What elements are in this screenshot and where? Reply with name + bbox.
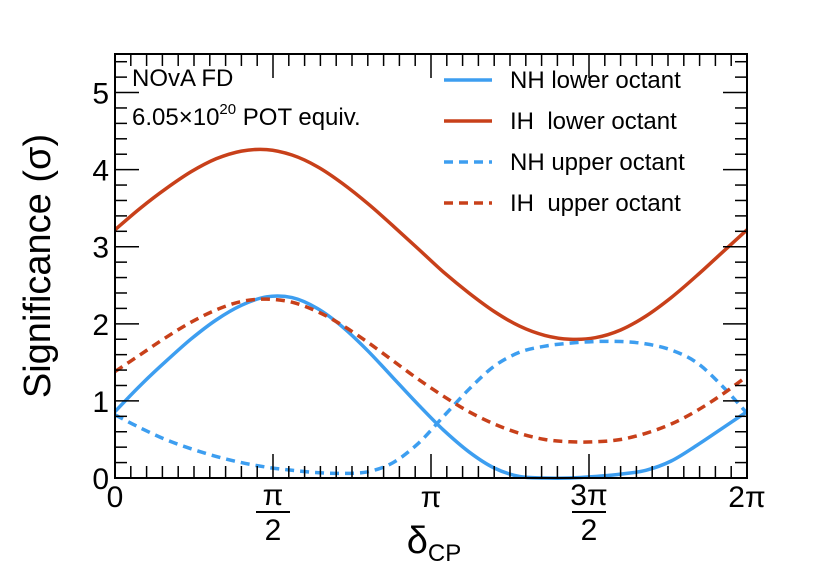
legend-entry: IH upper octant: [444, 190, 681, 217]
y-tick-label: 0: [92, 463, 109, 496]
legend-entry: IH lower octant: [444, 108, 677, 135]
x-tick-label-fraction: 3π2: [570, 479, 607, 547]
legend-label-ih-upper: IH upper octant: [510, 190, 681, 217]
x-tick-label-denominator: 2: [581, 514, 598, 547]
series-line-nh-upper-octant: [114, 339, 749, 476]
legend: NH lower octant IH lower octant NH upper…: [444, 67, 685, 217]
legend-label-ih-lower: IH lower octant: [510, 108, 677, 135]
annotation: NOvA FD 6.05×1020 POT equiv.: [132, 65, 361, 131]
x-axis-label: δCP: [407, 520, 462, 563]
x-tick-label-denominator: 2: [265, 514, 282, 547]
annotation-detector: NOvA FD: [132, 65, 233, 92]
x-axis-label-subscript: CP: [428, 540, 461, 563]
plot-frame: [114, 53, 748, 479]
x-tick-label-numerator: 3π: [570, 479, 607, 512]
legend-entry: NH lower octant: [444, 67, 681, 94]
x-tick-label: π: [421, 481, 442, 514]
legend-label-nh-lower: NH lower octant: [510, 67, 681, 94]
x-tick-label: 0: [107, 481, 124, 514]
annotation-exposure: 6.05×1020 POT equiv.: [132, 101, 361, 131]
series-line-ih-lower-octant: [113, 147, 749, 342]
y-axis-label: Significance (σ): [17, 134, 59, 398]
legend-label-nh-upper: NH upper octant: [510, 149, 685, 176]
y-tick-label: 1: [92, 386, 109, 419]
series-line-nh-lower-octant: [113, 294, 748, 480]
x-axis-label-symbol: δ: [407, 520, 428, 562]
y-tick-label: 4: [92, 155, 109, 188]
legend-entry: NH upper octant: [444, 149, 685, 176]
x-tick-label-fraction: π2: [256, 479, 290, 547]
y-tick-label: 2: [92, 309, 109, 342]
annotation-exposure-exponent: 20: [219, 101, 236, 118]
annotation-exposure-prefix: 6.05×10: [132, 104, 219, 131]
series-line-ih-upper-octant: [114, 297, 749, 444]
y-tick-label: 3: [92, 232, 109, 265]
x-tick-label: 2π: [728, 481, 765, 514]
y-tick-label: 5: [92, 78, 109, 111]
curves-layer: [113, 147, 749, 480]
x-tick-label-numerator: π: [263, 479, 284, 512]
annotation-exposure-suffix: POT equiv.: [236, 104, 361, 131]
